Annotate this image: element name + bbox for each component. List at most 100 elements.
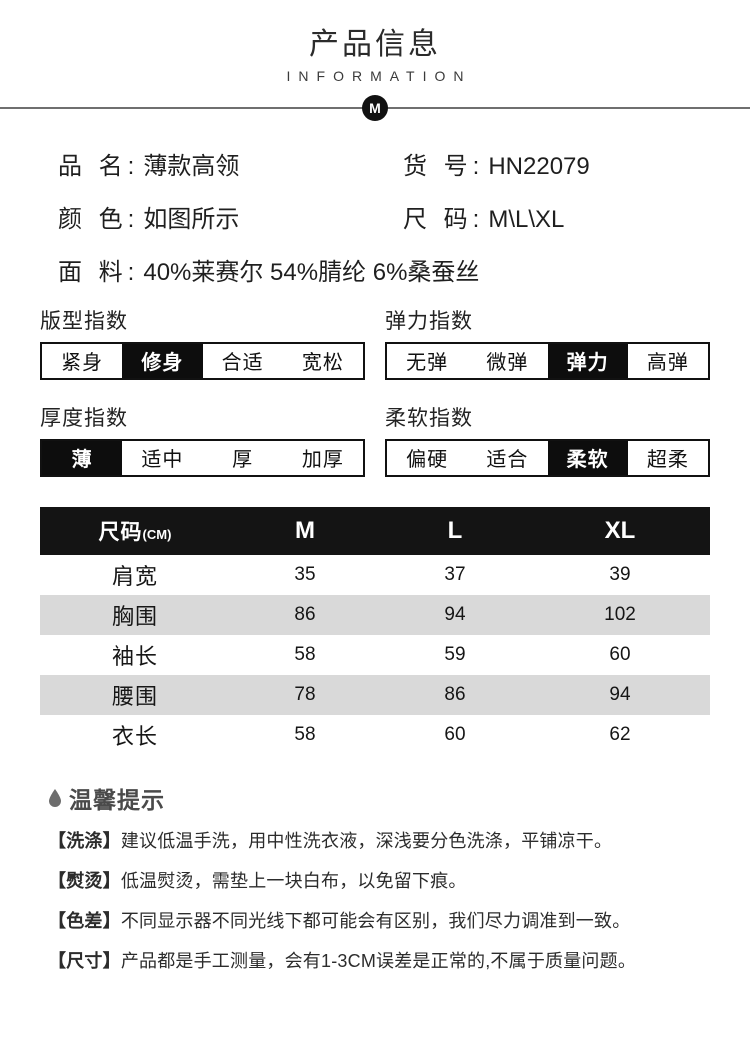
- tip-text-color: 不同显示器不同光线下都可能会有区别，我们尽力调准到一致。: [120, 910, 631, 931]
- index-softness-option-3[interactable]: 超柔: [646, 449, 689, 471]
- spec-size-value: M\L\XL: [488, 205, 565, 233]
- index-elasticity-bar: 无弹 微弹 弹力 高弹: [385, 341, 710, 380]
- spec-color-label: 颜 色:: [58, 205, 140, 233]
- tip-tag-measure: 【尺寸】: [48, 950, 121, 971]
- row-label-sleeve: 袖长: [111, 643, 158, 669]
- index-elasticity-title: 弹力指数: [385, 309, 473, 333]
- spec-name-value: 薄款高领: [143, 152, 240, 180]
- index-thickness-option-3[interactable]: 加厚: [301, 449, 344, 471]
- table-row: 胸围 86 94 102: [40, 594, 710, 635]
- shoulder-xl: 39: [609, 563, 631, 585]
- index-elasticity-option-3[interactable]: 高弹: [646, 352, 689, 374]
- index-row-1: 版型指数 紧身 修身 合适 宽松 弹力指数 无弹 微弹 弹力 高弹: [40, 305, 710, 380]
- index-thickness-option-1[interactable]: 适中: [141, 449, 184, 471]
- index-row-2: 厚度指数 薄 适中 厚 加厚 柔软指数 偏硬 适合 柔软 超柔: [40, 402, 710, 477]
- index-softness: 柔软指数 偏硬 适合 柔软 超柔: [385, 402, 710, 477]
- row-label-waist: 腰围: [111, 683, 158, 709]
- tip-tag-iron: 【熨烫】: [48, 870, 121, 891]
- bust-l: 94: [444, 603, 466, 625]
- waist-xl: 94: [609, 683, 631, 705]
- index-fit: 版型指数 紧身 修身 合适 宽松: [40, 305, 365, 380]
- tip-item-measure: 【尺寸】产品都是手工测量，会有1-3CM误差是正常的,不属于质量问题。: [48, 947, 702, 973]
- page-title: 产品信息: [309, 28, 441, 61]
- index-softness-option-1[interactable]: 适合: [486, 449, 529, 471]
- index-thickness: 厚度指数 薄 适中 厚 加厚: [40, 402, 365, 477]
- tip-tag-color: 【色差】: [48, 910, 121, 931]
- size-chart-col-l: L: [380, 506, 530, 555]
- spec-row-name-code: 品 名: 薄款高领 货 号: HN22079: [58, 146, 692, 181]
- size-chart-head: 尺码(CM) M L XL: [40, 506, 710, 555]
- spec-fabric-label: 面 料:: [58, 258, 140, 286]
- sleeve-m: 58: [294, 643, 316, 665]
- index-elasticity-option-1[interactable]: 微弹: [486, 352, 529, 374]
- index-section: 版型指数 紧身 修身 合适 宽松 弹力指数 无弹 微弹 弹力 高弹 厚度指数 薄…: [0, 305, 750, 477]
- size-chart-header-row: 尺码(CM) M L XL: [40, 506, 710, 555]
- page-header: 产品信息 INFORMATION M: [0, 0, 750, 121]
- spec-row-color-size: 颜 色: 如图所示 尺 码: M\L\XL: [58, 199, 692, 234]
- page-subtitle: INFORMATION: [286, 67, 472, 84]
- size-chart-header-text: 尺码: [98, 520, 143, 544]
- index-thickness-option-0[interactable]: 薄: [42, 440, 123, 475]
- spec-name-label: 品 名:: [58, 152, 140, 180]
- index-fit-option-1[interactable]: 修身: [122, 343, 203, 378]
- spec-color-value: 如图所示: [143, 205, 240, 233]
- size-chart-col-xl: XL: [530, 506, 710, 555]
- tip-item-color: 【色差】不同显示器不同光线下都可能会有区别，我们尽力调准到一致。: [48, 907, 702, 933]
- spec-code-value: HN22079: [488, 152, 590, 180]
- size-chart-col-m: M: [230, 506, 380, 555]
- tips-section: 温馨提示 【洗涤】建议低温手洗，用中性洗衣液，深浅要分色洗涤，平铺凉干。 【熨烫…: [0, 781, 750, 973]
- size-chart-header-unit: (CM): [142, 526, 172, 542]
- index-thickness-title: 厚度指数: [40, 406, 128, 430]
- spec-fabric: 面 料: 40%莱赛尔 54%腈纶 6%桑蚕丝: [58, 252, 479, 287]
- spec-size: 尺 码: M\L\XL: [403, 199, 564, 234]
- spec-code: 货 号: HN22079: [403, 146, 590, 181]
- header-divider: M: [0, 94, 750, 121]
- size-chart-header-label: 尺码(CM): [40, 506, 230, 555]
- index-thickness-option-2[interactable]: 厚: [232, 449, 254, 471]
- index-softness-bar: 偏硬 适合 柔软 超柔: [385, 438, 710, 477]
- row-label-length: 衣长: [111, 723, 158, 749]
- size-chart-table: 尺码(CM) M L XL 肩宽 35 37 39 胸围 86 94 102 袖…: [40, 506, 710, 755]
- spec-row-fabric: 面 料: 40%莱赛尔 54%腈纶 6%桑蚕丝: [58, 252, 692, 287]
- size-chart-body: 肩宽 35 37 39 胸围 86 94 102 袖长 58 59 60 腰围 …: [40, 554, 710, 755]
- tip-text-measure: 产品都是手工测量，会有1-3CM误差是正常的,不属于质量问题。: [120, 950, 637, 971]
- table-row: 肩宽 35 37 39: [40, 554, 710, 595]
- bust-m: 86: [294, 603, 316, 625]
- spec-fabric-value: 40%莱赛尔 54%腈纶 6%桑蚕丝: [143, 258, 480, 286]
- index-softness-option-0[interactable]: 偏硬: [406, 449, 449, 471]
- tip-tag-wash: 【洗涤】: [48, 830, 121, 851]
- tip-item-iron: 【熨烫】低温熨烫，需垫上一块白布，以免留下痕。: [48, 867, 702, 893]
- water-drop-icon: [49, 788, 61, 807]
- table-row: 衣长 58 60 62: [40, 714, 710, 755]
- index-fit-bar: 紧身 修身 合适 宽松: [40, 341, 365, 380]
- tips-header: 温馨提示: [48, 781, 702, 815]
- product-spec-list: 品 名: 薄款高领 货 号: HN22079 颜 色: 如图所示 尺 码: M\…: [0, 146, 750, 287]
- index-fit-option-0[interactable]: 紧身: [61, 352, 104, 374]
- index-fit-title: 版型指数: [40, 309, 128, 333]
- table-row: 袖长 58 59 60: [40, 634, 710, 675]
- tips-title: 温馨提示: [69, 786, 165, 813]
- index-elasticity-option-2[interactable]: 弹力: [547, 343, 628, 378]
- shoulder-m: 35: [294, 563, 316, 585]
- row-label-bust: 胸围: [111, 603, 158, 629]
- table-row: 腰围 78 86 94: [40, 674, 710, 715]
- index-elasticity-option-0[interactable]: 无弹: [406, 352, 449, 374]
- sleeve-xl: 60: [609, 643, 631, 665]
- tip-text-wash: 建议低温手洗，用中性洗衣液，深浅要分色洗涤，平铺凉干。: [120, 830, 613, 851]
- bust-xl: 102: [604, 603, 636, 625]
- length-l: 60: [444, 723, 466, 745]
- tip-text-iron: 低温熨烫，需垫上一块白布，以免留下痕。: [120, 870, 467, 891]
- index-softness-title: 柔软指数: [385, 406, 473, 430]
- sleeve-l: 59: [444, 643, 466, 665]
- index-softness-option-2[interactable]: 柔软: [547, 440, 628, 475]
- length-xl: 62: [609, 723, 631, 745]
- spec-color: 颜 色: 如图所示: [58, 199, 403, 234]
- index-elasticity: 弹力指数 无弹 微弹 弹力 高弹: [385, 305, 710, 380]
- shoulder-l: 37: [444, 563, 466, 585]
- row-label-shoulder: 肩宽: [111, 563, 158, 589]
- index-fit-option-3[interactable]: 宽松: [301, 352, 344, 374]
- index-thickness-bar: 薄 适中 厚 加厚: [40, 438, 365, 477]
- index-fit-option-2[interactable]: 合适: [221, 352, 264, 374]
- brand-badge: M: [362, 94, 388, 121]
- tip-item-wash: 【洗涤】建议低温手洗，用中性洗衣液，深浅要分色洗涤，平铺凉干。: [48, 827, 702, 853]
